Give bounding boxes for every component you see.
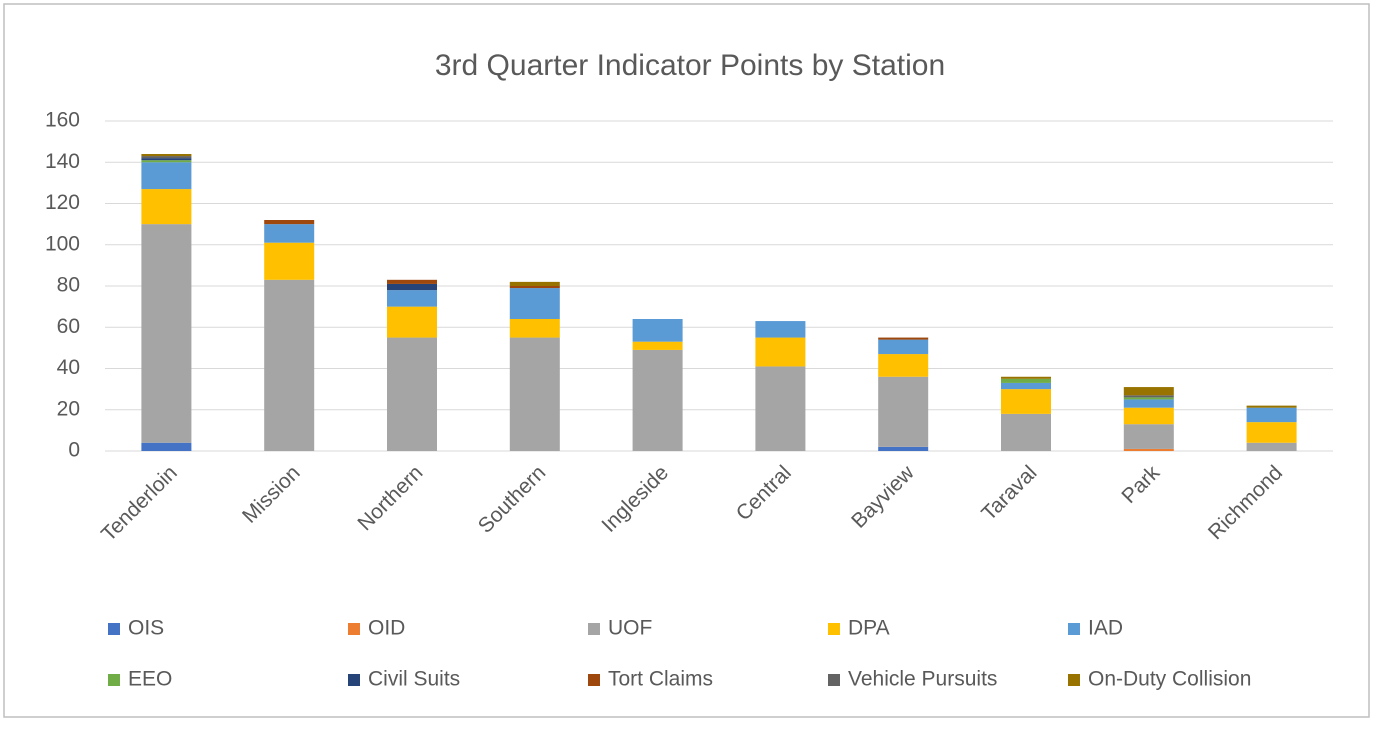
bar-segment <box>878 354 929 377</box>
legend-swatch <box>348 674 360 686</box>
bar-segment <box>878 337 929 340</box>
bar-segment <box>1123 387 1174 396</box>
legend-swatch <box>828 674 840 686</box>
legend-swatch <box>348 623 360 635</box>
bar-segment <box>387 279 437 284</box>
bar-segment <box>141 224 192 443</box>
y-tick-label: 160 <box>45 109 80 132</box>
bar-segment <box>387 283 437 291</box>
legend-swatch <box>588 623 600 635</box>
bar-segment <box>509 337 560 451</box>
bar-segment <box>755 321 806 338</box>
bar-segment <box>509 319 560 338</box>
bar-segment <box>387 337 437 451</box>
bar-segment <box>141 442 192 451</box>
y-tick-label: 20 <box>57 397 80 420</box>
bar-segment <box>1001 382 1051 390</box>
bar-segment <box>632 341 683 350</box>
legend-label: UOF <box>608 617 652 640</box>
y-tick-label: 60 <box>57 315 80 338</box>
bar-segment <box>1001 376 1051 379</box>
legend-swatch <box>108 623 120 635</box>
legend-label: DPA <box>848 617 890 640</box>
legend-label: Civil Suits <box>368 668 460 691</box>
bar-segment <box>632 349 683 451</box>
bar-segment <box>1001 389 1051 414</box>
y-tick-label: 80 <box>57 274 80 297</box>
bar-segment <box>264 242 315 280</box>
chart-title: 3rd Quarter Indicator Points by Station <box>435 49 945 82</box>
legend-label: On-Duty Collision <box>1088 668 1251 691</box>
bar-segment <box>141 160 192 163</box>
bar-segment <box>1123 448 1174 451</box>
bar-segment <box>387 290 437 307</box>
legend-label: Vehicle Pursuits <box>848 668 997 691</box>
legend-swatch <box>1068 674 1080 686</box>
legend-label: OID <box>368 617 405 640</box>
bar-segment <box>632 319 683 342</box>
bar-segment <box>387 306 437 338</box>
legend-swatch <box>108 674 120 686</box>
legend-swatch <box>1068 623 1080 635</box>
bar-segment <box>1123 424 1174 449</box>
bar-segment <box>264 224 315 243</box>
bar-segment <box>509 286 560 289</box>
bar-segment <box>141 154 192 157</box>
bar-segment <box>755 337 806 367</box>
bar-segment <box>755 366 806 451</box>
bar-segment <box>509 288 560 319</box>
legend-swatch <box>828 623 840 635</box>
y-tick-label: 40 <box>57 356 80 379</box>
bar-segment <box>264 220 315 225</box>
bar-segment <box>141 156 192 159</box>
bar-segment <box>1246 422 1297 443</box>
legend-label: EEO <box>128 668 172 691</box>
legend-label: OIS <box>128 617 164 640</box>
bar-segment <box>1123 397 1174 400</box>
bar-segment <box>509 281 560 286</box>
y-tick-label: 100 <box>45 232 80 255</box>
bar-segment <box>1246 407 1297 423</box>
bar-segment <box>141 189 192 225</box>
y-tick-label: 140 <box>45 150 80 173</box>
bar-segment <box>1246 405 1297 408</box>
y-tick-label: 120 <box>45 191 80 214</box>
y-tick-label: 0 <box>68 439 80 462</box>
chart-frame <box>3 3 1370 718</box>
bar-segment <box>878 376 929 447</box>
bar-segment <box>1123 395 1174 398</box>
bar-segment <box>1001 378 1051 383</box>
legend-label: Tort Claims <box>608 668 713 691</box>
bar-segment <box>878 339 929 355</box>
bar-segment <box>141 158 192 161</box>
bar-segment <box>141 162 192 190</box>
bar-segment <box>1123 399 1174 408</box>
bar-segment <box>878 446 929 451</box>
bar-segment <box>264 279 315 451</box>
bar-segment <box>1123 407 1174 425</box>
legend-label: IAD <box>1088 617 1123 640</box>
bar-segment <box>1246 442 1297 451</box>
legend-swatch <box>588 674 600 686</box>
bar-segment <box>1001 413 1051 451</box>
